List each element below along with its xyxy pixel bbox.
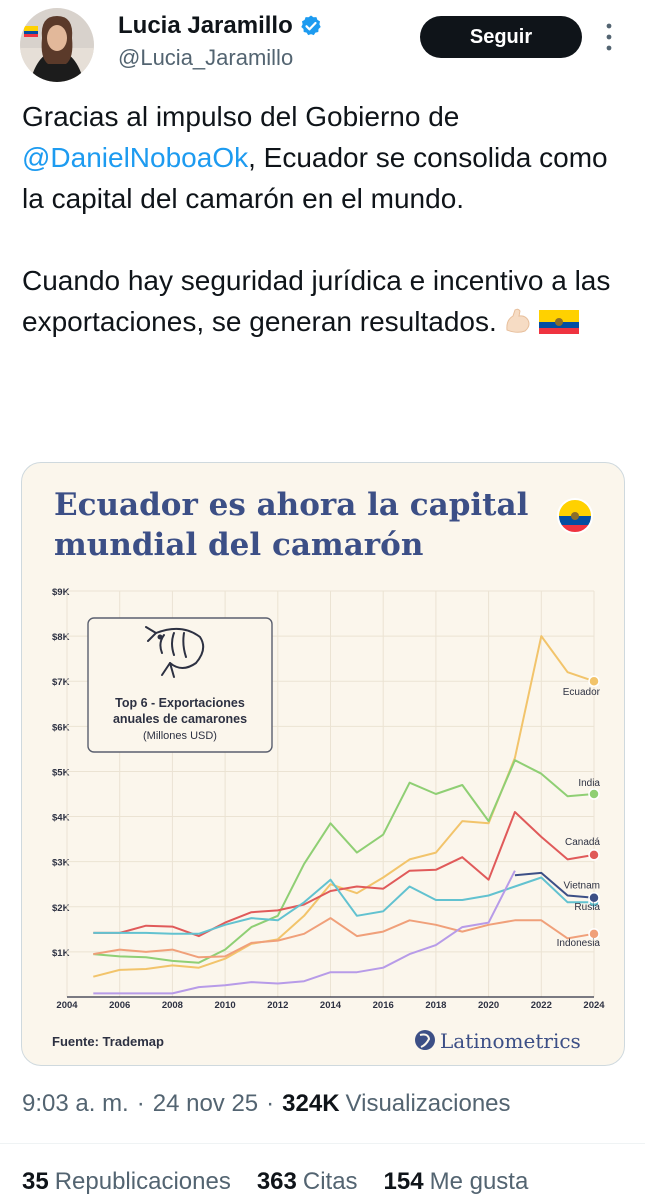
tweet-paragraph-1: Gracias al impulso del Gobierno de @Danie…	[22, 96, 632, 219]
flexed-biceps-icon	[503, 306, 533, 347]
y-tick-label: $6K	[52, 722, 70, 733]
tweet-text-intro: Gracias al impulso del Gobierno de	[22, 101, 460, 132]
divider	[0, 1143, 645, 1144]
more-options-icon[interactable]	[598, 20, 620, 54]
brand-name: Latinometrics	[440, 1029, 581, 1053]
x-tick-label: 2018	[425, 1000, 446, 1011]
quotes-label: Citas	[302, 1168, 358, 1195]
x-tick-label: 2006	[109, 1000, 130, 1011]
views-label: Visualizaciones	[345, 1090, 511, 1117]
series-end-label: Ecuador	[563, 687, 601, 698]
infobox-line-3: (Millones USD)	[143, 730, 217, 742]
y-tick-label: $2K	[52, 903, 70, 914]
chart-infobox: Top 6 - Exportaciones anuales de camaron…	[87, 617, 273, 753]
engagement-stats: 35 Republicaciones 363 Citas 154 Me gusta	[22, 1168, 554, 1196]
handle[interactable]: @Lucia_Jaramillo	[118, 45, 294, 70]
series-end-label: India	[578, 778, 600, 789]
x-tick-label: 2022	[531, 1000, 552, 1011]
meta-separator: ·	[136, 1090, 145, 1117]
y-tick-label: $3K	[52, 858, 70, 869]
x-tick-label: 2016	[373, 1000, 394, 1011]
avatar[interactable]	[20, 8, 94, 82]
tweet-header: Lucia Jaramillo @Lucia_Jaramillo Seguir	[0, 0, 645, 90]
x-tick-label: 2020	[478, 1000, 499, 1011]
series-end-marker	[588, 675, 600, 687]
likes-label: Me gusta	[429, 1168, 529, 1195]
ecuador-flag-icon	[538, 306, 579, 347]
series-line	[93, 917, 595, 959]
y-tick-label: $5K	[52, 767, 70, 778]
quotes-stat[interactable]: 363 Citas	[257, 1168, 358, 1196]
tweet-text-rest: , Ecuador se consolida como la capital d…	[22, 142, 608, 214]
x-tick-label: 2014	[320, 1000, 342, 1011]
verified-badge-icon	[301, 15, 321, 36]
series-end-label: Rusia	[574, 902, 600, 913]
mention-link[interactable]: @DanielNoboaOk	[22, 142, 249, 173]
series-line	[93, 870, 516, 995]
meta-separator: ·	[266, 1090, 275, 1117]
x-tick-label: 2008	[162, 1000, 183, 1011]
avatar-image	[20, 8, 94, 82]
series-line	[93, 759, 595, 964]
name-row: Lucia Jaramillo	[118, 12, 323, 40]
tweet-paragraph-2: Cuando hay seguridad jurídica e incentiv…	[22, 260, 632, 347]
series-end-label: Vietnam	[563, 880, 600, 891]
shrimp-icon	[145, 626, 205, 678]
quotes-count: 363	[256, 1168, 297, 1195]
series-end-marker	[588, 849, 600, 861]
series-end-marker	[588, 788, 600, 800]
tweet-date[interactable]: 24 nov 25	[152, 1090, 259, 1117]
y-tick-label: $1K	[52, 948, 70, 959]
infobox-line-2: anuales de camarones	[113, 712, 247, 726]
chart-svg: Ecuador es ahora la capital mundial del …	[52, 487, 605, 1053]
x-tick-label: 2012	[267, 1000, 288, 1011]
series-line	[93, 876, 594, 935]
tweet-meta: 9:03 a. m. · 24 nov 25 · 324K Visualizac…	[22, 1090, 511, 1118]
reposts-count: 35	[22, 1168, 49, 1195]
latinometrics-logo-icon	[415, 1030, 435, 1050]
series-line	[93, 811, 595, 938]
y-tick-label: $7K	[52, 677, 70, 688]
likes-count: 154	[383, 1168, 424, 1195]
y-tick-label: $8K	[52, 632, 70, 643]
chart-source: Fuente: Trademap	[52, 1034, 164, 1049]
series-end-marker	[588, 892, 600, 904]
tweet-paragraph-2-text: Cuando hay seguridad jurídica e incentiv…	[22, 265, 611, 337]
y-tick-label: $4K	[52, 813, 70, 824]
series-end-label: Canadá	[565, 837, 600, 848]
series-end-marker	[588, 928, 600, 940]
infobox-line-1: Top 6 - Exportaciones	[115, 696, 245, 710]
y-tick-label: $9K	[52, 587, 70, 598]
series-end-label: Indonesia	[557, 938, 601, 949]
chart-image[interactable]: Ecuador es ahora la capital mundial del …	[21, 462, 625, 1066]
tweet-time[interactable]: 9:03 a. m.	[22, 1090, 129, 1117]
x-tick-label: 2004	[56, 1000, 78, 1011]
ecuador-badge-icon	[557, 498, 593, 534]
follow-button[interactable]: Seguir	[420, 16, 582, 58]
chart-title-line-2: mundial del camarón	[54, 527, 423, 563]
views-count: 324K	[282, 1090, 340, 1117]
display-name[interactable]: Lucia Jaramillo	[118, 12, 293, 39]
reposts-label: Republicaciones	[54, 1168, 231, 1195]
series-line	[514, 871, 595, 899]
reposts-stat[interactable]: 35 Republicaciones	[22, 1168, 231, 1196]
likes-stat[interactable]: 154 Me gusta	[384, 1168, 529, 1196]
x-tick-label: 2024	[583, 1000, 605, 1011]
chart-title-line-1: Ecuador es ahora la capital	[54, 487, 528, 523]
x-tick-label: 2010	[215, 1000, 236, 1011]
tweet-text: Gracias al impulso del Gobierno de @Danie…	[22, 96, 632, 347]
